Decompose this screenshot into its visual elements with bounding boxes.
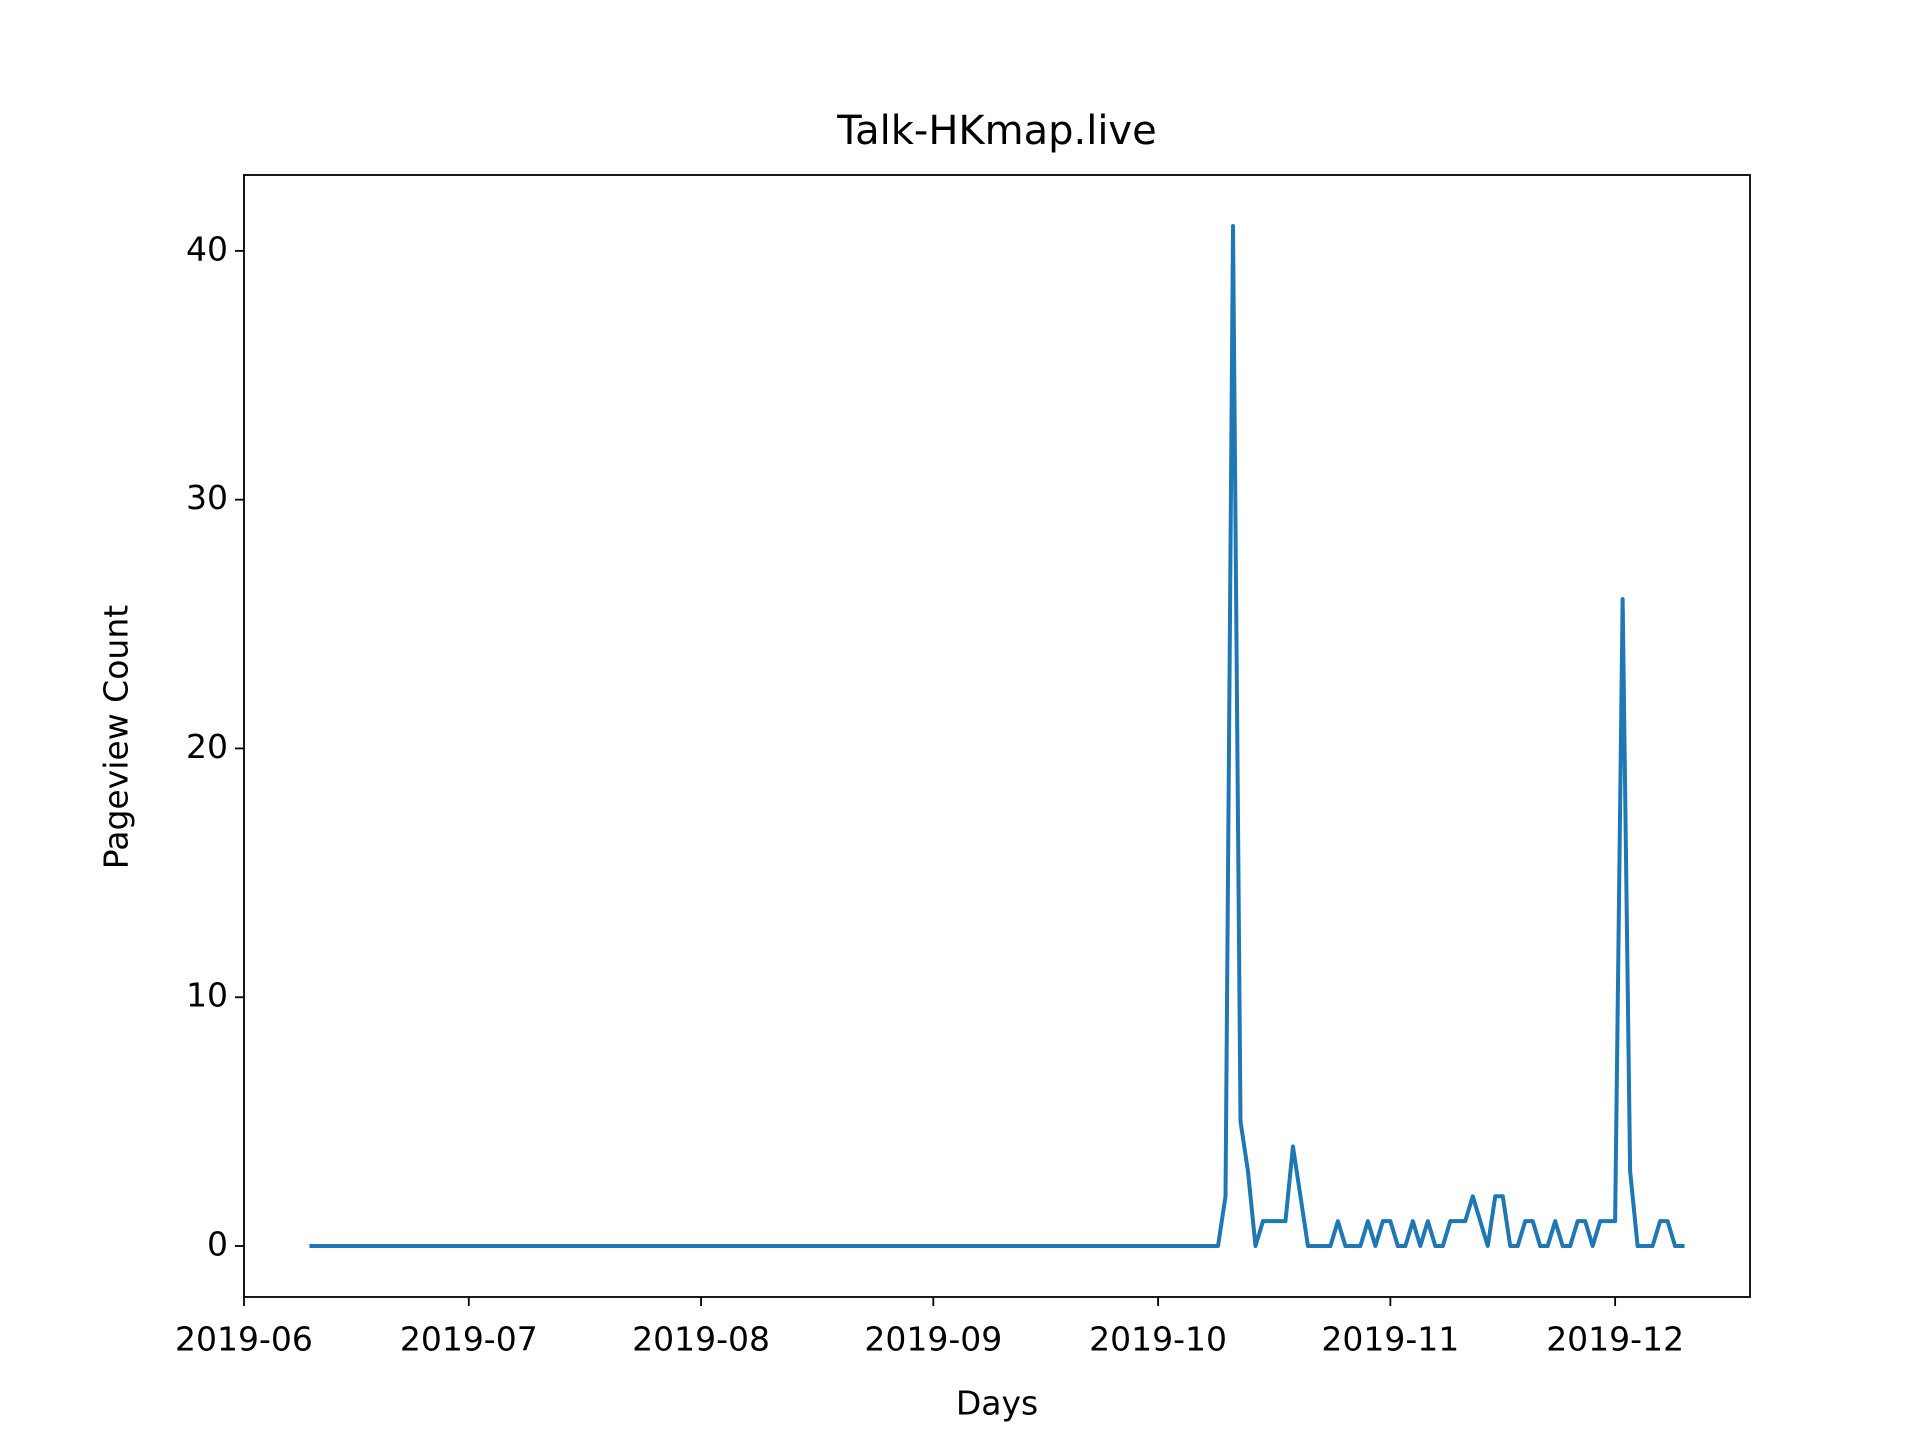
x-axis-label: Days <box>956 1384 1038 1423</box>
y-axis-label: Pageview Count <box>97 605 136 869</box>
y-tick-label: 20 <box>186 727 228 766</box>
x-tick-label: 2019-12 <box>1546 1320 1684 1359</box>
x-tick-label: 2019-08 <box>632 1320 770 1359</box>
data-line <box>309 224 1685 1248</box>
x-tick-label: 2019-10 <box>1089 1320 1227 1359</box>
x-tick-label: 2019-06 <box>175 1320 313 1359</box>
x-tick-label: 2019-07 <box>400 1320 538 1359</box>
x-tick-label: 2019-11 <box>1321 1320 1459 1359</box>
y-tick-label: 30 <box>186 478 228 517</box>
y-tick-label: 10 <box>186 976 228 1015</box>
x-tick-label: 2019-09 <box>864 1320 1002 1359</box>
y-tick-label: 0 <box>207 1225 228 1264</box>
y-tick-label: 40 <box>186 229 228 268</box>
plot-frame <box>243 174 1751 1298</box>
chart-title: Talk-HKmap.live <box>836 108 1156 154</box>
